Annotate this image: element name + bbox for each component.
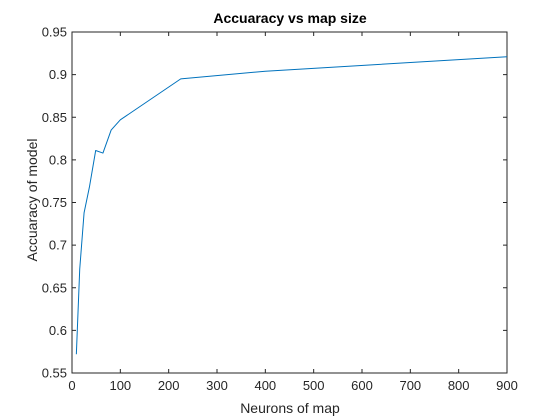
series-layer: [75, 56, 508, 355]
x-tick-label: 200: [158, 378, 180, 393]
x-tick-label: 400: [254, 378, 276, 393]
chart-title: Accuaracy vs map size: [213, 10, 367, 26]
data-point: [95, 150, 96, 151]
x-axis-label: Neurons of map: [240, 400, 340, 416]
tick-layer: 0 100 200 300 400 500 600 700 800 900 0.55 0.6 0.65 0…: [42, 25, 518, 394]
data-point: [76, 354, 77, 355]
data-point: [84, 212, 85, 213]
y-tick-label: 0.7: [49, 238, 67, 253]
data-point: [507, 56, 508, 57]
y-tick-label: 0.65: [42, 280, 67, 295]
x-tick-label: 300: [206, 378, 228, 393]
y-tick-label: 0.55: [42, 366, 67, 381]
y-tick-label: 0.95: [42, 25, 67, 40]
x-tick-label: 700: [399, 378, 421, 393]
x-tick-label: 0: [68, 378, 75, 393]
y-tick-label: 0.85: [42, 110, 67, 125]
data-point: [180, 78, 181, 79]
y-tick-label: 0.8: [49, 152, 67, 167]
series-line-accuracy: [75, 56, 508, 355]
y-tick-label: 0.75: [42, 195, 67, 210]
x-tick-label: 100: [109, 378, 131, 393]
data-point: [102, 153, 103, 154]
plot-area: [71, 31, 508, 374]
data-point: [111, 130, 112, 131]
x-tick-label: 900: [496, 378, 518, 393]
axes-box: [71, 31, 508, 374]
y-tick-label: 0.6: [49, 323, 67, 338]
data-point: [265, 71, 266, 72]
y-axis-label: Accuaracy of model: [24, 139, 40, 262]
x-tick-label: 500: [303, 378, 325, 393]
y-tick-label: 0.9: [49, 67, 67, 82]
data-point: [89, 187, 90, 188]
x-tick-label: 600: [351, 378, 373, 393]
data-point: [79, 269, 80, 270]
data-point: [120, 119, 121, 120]
x-tick-label: 800: [448, 378, 470, 393]
